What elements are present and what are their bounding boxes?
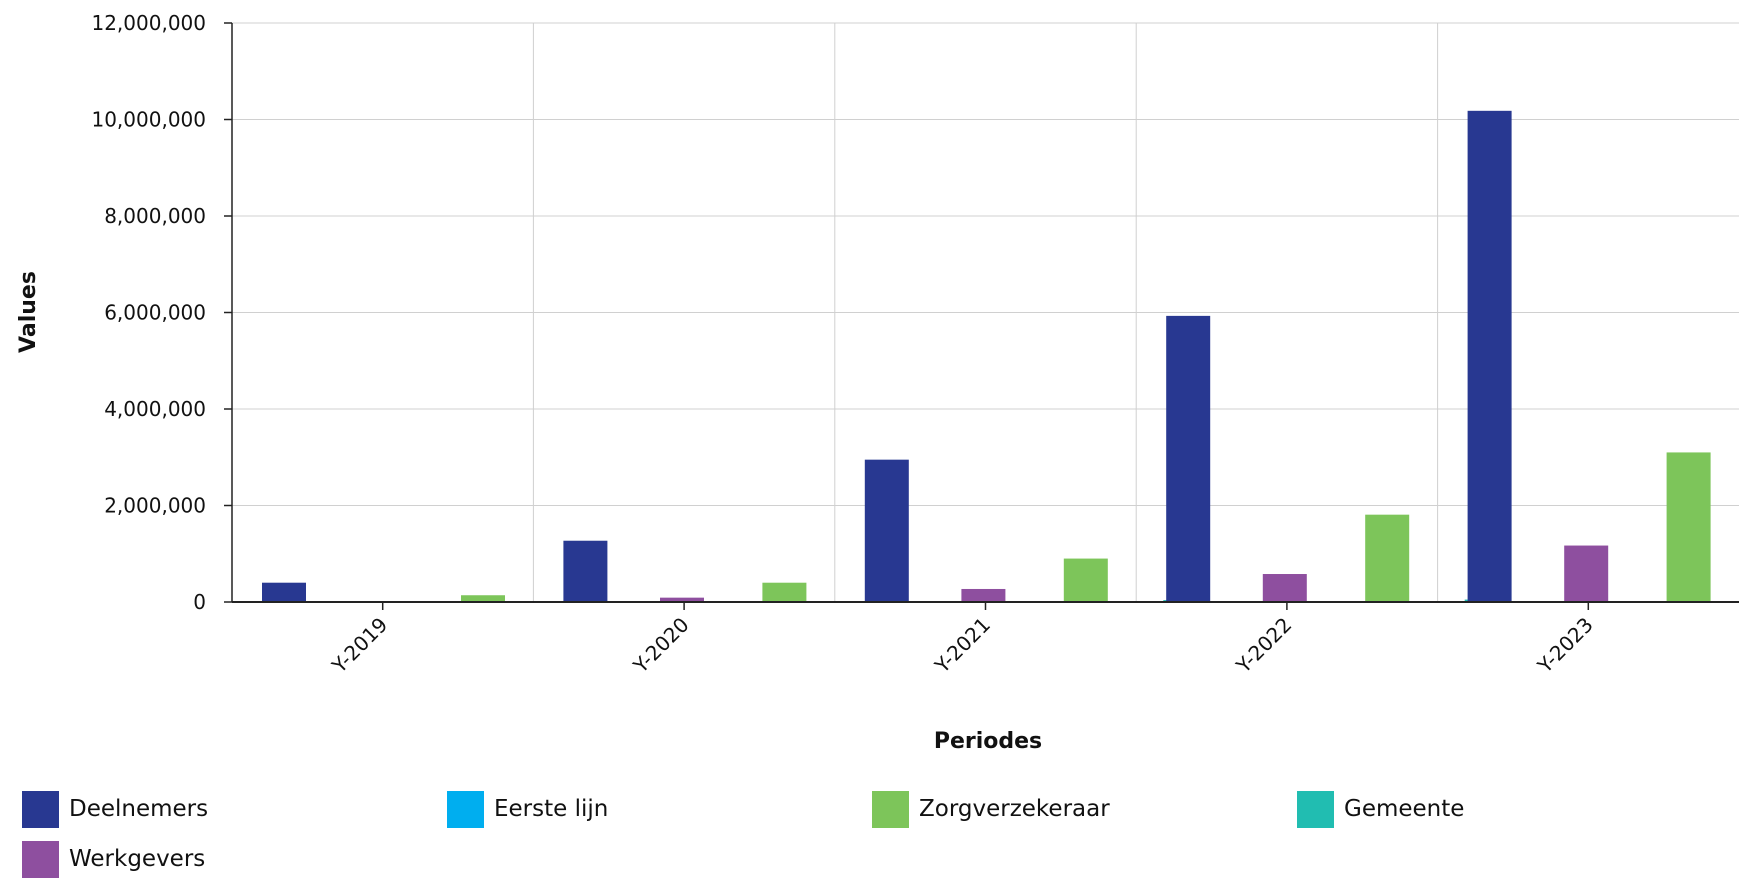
bar-chart: 0 2,000,000 4,000,000 6,000,000 8,000,000 10,… xyxy=(16,11,1739,754)
y-tick-label: 4,000,000 xyxy=(104,397,206,421)
y-tick-label: 8,000,000 xyxy=(104,204,206,228)
x-tick-label: Y-2019 xyxy=(326,613,392,679)
x-tick-label: Y-2021 xyxy=(929,613,995,679)
x-tick-label: Y-2022 xyxy=(1231,613,1297,679)
bar xyxy=(864,459,909,602)
legend-label: Eerste lijn xyxy=(494,796,609,822)
bar xyxy=(1063,558,1108,602)
bar xyxy=(1365,514,1410,602)
bar xyxy=(1467,110,1512,602)
legend-swatch xyxy=(872,790,909,828)
legend-swatch xyxy=(22,790,59,828)
legend-item[interactable]: Deelnemers xyxy=(22,790,208,828)
y-tick-label: 10,000,000 xyxy=(91,108,206,132)
legend-swatch xyxy=(447,790,484,828)
legend-item[interactable]: Werkgevers xyxy=(22,840,205,878)
bar xyxy=(1262,574,1307,602)
y-tick-label: 0 xyxy=(193,590,206,614)
legend-label: Deelnemers xyxy=(69,796,209,822)
bar xyxy=(1666,452,1711,602)
legend-swatch xyxy=(1297,790,1334,828)
legend-swatch xyxy=(22,840,59,878)
bar xyxy=(1166,315,1211,602)
bar xyxy=(461,595,505,602)
y-tick-label: 2,000,000 xyxy=(104,494,206,518)
y-tick-labels: 0 2,000,000 4,000,000 6,000,000 8,000,000 10,… xyxy=(91,11,206,614)
legend-label: Werkgevers xyxy=(69,846,206,872)
bar xyxy=(961,588,1006,602)
legend-item[interactable]: Gemeente xyxy=(1297,790,1464,828)
bar xyxy=(660,597,704,602)
bar xyxy=(262,582,306,602)
legend: Deelnemers Eerste lijn Zorgverzekeraar Geme… xyxy=(22,790,1722,878)
grid-lines xyxy=(232,22,1739,602)
y-tick-label: 12,000,000 xyxy=(91,11,206,35)
y-axis-title: Values xyxy=(16,271,41,353)
bar xyxy=(762,582,807,602)
x-tick-label: Y-2023 xyxy=(1532,613,1598,679)
legend-item[interactable]: Eerste lijn xyxy=(447,790,608,828)
bars xyxy=(262,110,1711,602)
axes xyxy=(224,22,1739,610)
legend-label: Gemeente xyxy=(1344,796,1465,822)
bar xyxy=(1564,545,1609,602)
bar xyxy=(563,540,608,602)
x-tick-labels: Y-2019 Y-2020 Y-2021 Y-2022 Y-2023 xyxy=(326,613,1597,679)
y-tick-label: 6,000,000 xyxy=(104,301,206,325)
legend-label: Zorgverzekeraar xyxy=(919,796,1110,822)
x-tick-label: Y-2020 xyxy=(628,613,694,679)
x-axis-title: Periodes xyxy=(934,729,1042,754)
legend-item[interactable]: Zorgverzekeraar xyxy=(872,790,1110,828)
